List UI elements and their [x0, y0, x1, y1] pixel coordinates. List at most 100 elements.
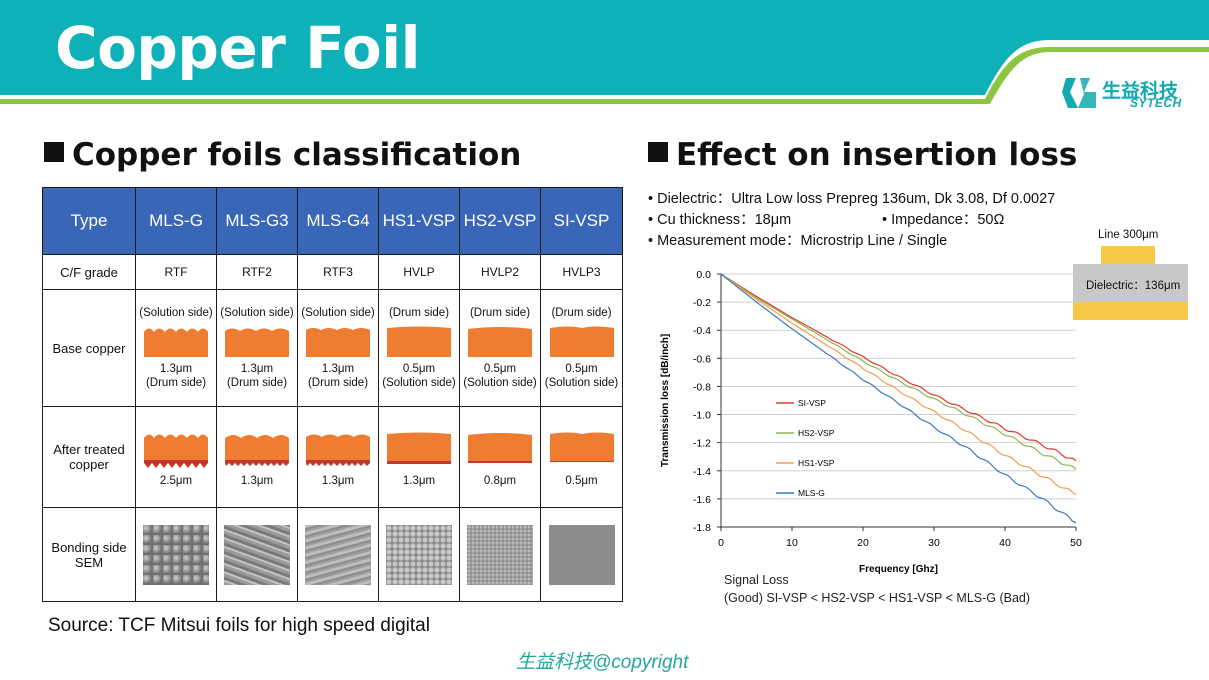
- y-tick-label: -1.4: [693, 466, 711, 478]
- square-bullet-icon: [44, 142, 64, 162]
- y-tick-label: -0.4: [693, 325, 711, 337]
- side-label: (Drum side): [469, 307, 531, 319]
- table-cell: 1.3μm: [297, 406, 379, 508]
- table-cell: HVLP: [378, 254, 460, 290]
- source-note: Source: TCF Mitsui foils for high speed …: [48, 615, 430, 636]
- sytech-logo-icon: [1062, 78, 1096, 108]
- signal-loss-order: (Good) SI-VSP < HS2-VSP < HS1-VSP < MLS-…: [724, 591, 1031, 605]
- table-cell: (Drum side) 0.5μm (Solution side): [378, 289, 460, 407]
- thickness-value: 1.3μm: [321, 475, 355, 487]
- side-label: (Drum side): [226, 377, 288, 389]
- treated-copper-icon: [225, 435, 289, 466]
- legend-label: HS2-VSP: [798, 428, 835, 438]
- y-tick-label: -1.2: [693, 438, 711, 450]
- y-tick-label: -1.8: [693, 522, 711, 534]
- treated-copper-icon: [387, 432, 451, 464]
- row-label-line: SEM: [74, 554, 104, 570]
- thickness-value: 0.5μm: [565, 363, 598, 375]
- signal-loss-title: Signal Loss: [724, 573, 789, 587]
- treated-copper-icon: [306, 434, 370, 466]
- side-label: (Solution side): [139, 307, 213, 319]
- row-label: Base copper: [42, 289, 136, 407]
- series-line-mls-g: [720, 273, 1077, 524]
- table-cell: (Solution side) 1.3μm (Drum side): [216, 289, 298, 407]
- header-cell: HS1-VSP: [378, 187, 460, 255]
- header-cell: MLS-G4: [297, 187, 379, 255]
- bullet-cu-row: • Cu thickness：18μm • Impedance：50Ω: [648, 210, 1055, 231]
- logo-chinese-text: 生益科技: [1102, 80, 1179, 102]
- header-cell: MLS-G3: [216, 187, 298, 255]
- x-tick-label: 40: [999, 537, 1011, 549]
- table-cell: 1.3μm: [216, 406, 298, 508]
- treated-copper-icon: [468, 433, 532, 463]
- slide-header: [0, 0, 1209, 125]
- copper-profile-icon: [306, 328, 370, 357]
- table-cell: HVLP3: [540, 254, 623, 290]
- side-label: (Solution side): [382, 377, 456, 389]
- copper-profile-icon: [225, 328, 289, 357]
- classification-heading: Copper foils classification: [44, 137, 521, 173]
- insertion-loss-heading: Effect on insertion loss: [648, 137, 1077, 173]
- thickness-value: 1.3μm: [240, 363, 274, 375]
- thickness-value: 2.5μm: [159, 475, 193, 487]
- table-cell: RTF: [135, 254, 217, 290]
- classification-heading-text: Copper foils classification: [72, 137, 522, 173]
- treated-copper-icon: [549, 432, 614, 462]
- side-label: (Drum side): [551, 307, 612, 319]
- y-tick-label: -0.2: [693, 297, 711, 309]
- chart-svg: 0.0 -0.2 -0.4 -0.6 -0.8 -1.0 -1.2 -1.4 -1.6 -1.8 0…: [660, 269, 1082, 575]
- line-label: Line 300μm: [1098, 229, 1159, 241]
- table-cell: 1.3μm: [378, 406, 460, 508]
- side-label: (Solution side): [544, 377, 619, 389]
- header-cell: HS2-VSP: [459, 187, 541, 255]
- bullet-measurement-mode: • Measurement mode：Microstrip Line / Sin…: [648, 233, 948, 249]
- company-logo: 生益科技 SYTECH: [1062, 74, 1192, 114]
- sem-image: [467, 524, 533, 585]
- bullet-impedance: • Impedance：50Ω: [882, 212, 1005, 228]
- side-label: (Drum side): [145, 377, 207, 389]
- row-label: C/F grade: [42, 254, 136, 290]
- y-tick-label: -1.0: [693, 410, 711, 422]
- side-label: (Drum side): [307, 377, 369, 389]
- row-label-line: copper: [69, 457, 109, 472]
- x-tick-label: 30: [928, 537, 940, 549]
- table-cell: HVLP2: [459, 254, 541, 290]
- copper-profile-icon: [549, 326, 614, 357]
- dielectric-label: Dielectric：136μm: [1086, 280, 1181, 292]
- side-label: (Solution side): [220, 307, 294, 319]
- x-tick-label: 10: [786, 537, 798, 549]
- insertion-loss-heading-text: Effect on insertion loss: [676, 137, 1078, 173]
- table-cell: [540, 507, 623, 602]
- signal-loss-summary: Signal Loss (Good) SI-VSP < HS2-VSP < HS…: [724, 571, 1030, 607]
- legend-label: MLS-G: [798, 488, 825, 498]
- bullet-cu-thickness: • Cu thickness：18μm: [648, 212, 792, 228]
- line-trace: [1101, 246, 1155, 264]
- x-tick-label: 50: [1070, 537, 1082, 549]
- thickness-value: 1.3μm: [402, 475, 436, 487]
- row-label-line: After treated: [53, 442, 125, 457]
- row-label: Bonding side SEM: [42, 507, 136, 602]
- x-tick-label: 0: [718, 537, 724, 549]
- table-cell: RTF2: [216, 254, 298, 290]
- legend-label: HS1-VSP: [798, 458, 835, 468]
- thickness-value: 0.5μm: [483, 363, 517, 375]
- slide-title: Copper Foil: [55, 14, 420, 82]
- side-label: (Drum side): [388, 307, 450, 319]
- sem-image: [386, 524, 452, 585]
- bullet-dielectric: • Dielectric：Ultra Low loss Prepreg 136u…: [648, 191, 1056, 207]
- row-label: After treated copper: [42, 406, 136, 508]
- insertion-loss-chart: 0.0 -0.2 -0.4 -0.6 -0.8 -1.0 -1.2 -1.4 -1.6 -1.8 0…: [655, 258, 1095, 580]
- side-label: (Solution side): [463, 377, 537, 389]
- table-cell: 0.5μm: [540, 406, 623, 508]
- table-cell: [135, 507, 217, 602]
- stackup-inset: Line 300μm Dielectric：136μm: [1073, 229, 1188, 321]
- logo-english-text: SYTECH: [1130, 96, 1182, 110]
- thickness-value: 1.3μm: [159, 363, 193, 375]
- sem-image: [305, 524, 371, 585]
- thickness-value: 0.5μm: [565, 475, 598, 487]
- table-cell: 0.8μm: [459, 406, 541, 508]
- thickness-value: 0.8μm: [483, 475, 517, 487]
- header-cell: MLS-G: [135, 187, 217, 255]
- square-bullet-icon: [648, 142, 668, 162]
- x-tick-label: 20: [857, 537, 869, 549]
